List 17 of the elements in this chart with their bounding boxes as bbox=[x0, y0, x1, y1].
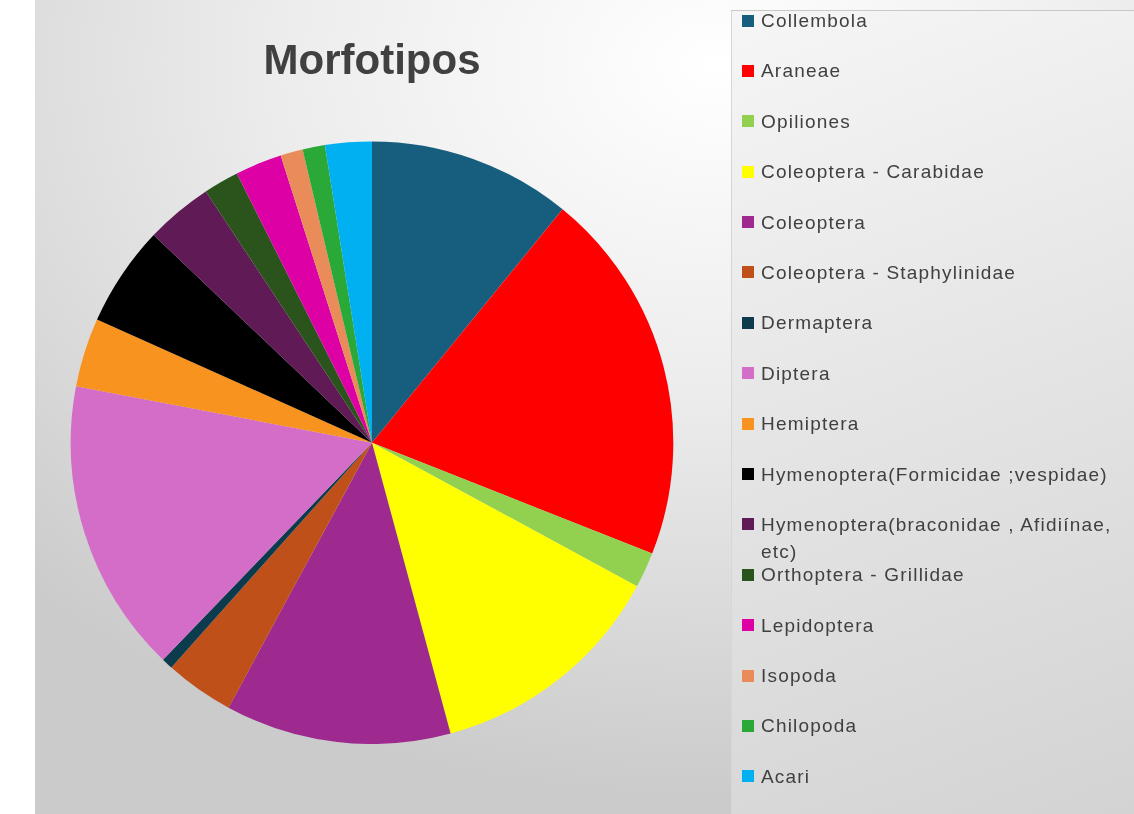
legend-label: Collembola bbox=[761, 9, 869, 33]
legend-label: Lepidoptera bbox=[761, 613, 875, 638]
legend-label: Coleoptera bbox=[761, 210, 866, 235]
legend-label: Hemiptera bbox=[761, 412, 860, 437]
legend-label: Orthoptera - Grillidae bbox=[761, 563, 965, 588]
legend-label: Opiliones bbox=[761, 109, 852, 134]
legend-label: Hymenoptera(Formicidae ;vespidae) bbox=[761, 462, 1108, 487]
legend-label: Diptera bbox=[761, 361, 831, 386]
legend-label: Coleoptera - Carabidae bbox=[761, 160, 985, 185]
legend-label: Dermaptera bbox=[761, 311, 874, 336]
legend-label: Acari bbox=[761, 764, 811, 789]
legend-label: Araneae bbox=[761, 59, 842, 84]
text: Morfotipos bbox=[263, 35, 481, 83]
legend-label: Hymenoptera(braconidae , Afidiínae, etc) bbox=[761, 512, 1113, 564]
legend-label: Chilopoda bbox=[761, 714, 858, 739]
legend-label: Coleoptera - Staphylinidae bbox=[761, 260, 1017, 285]
legend-label: Isopoda bbox=[761, 664, 838, 689]
